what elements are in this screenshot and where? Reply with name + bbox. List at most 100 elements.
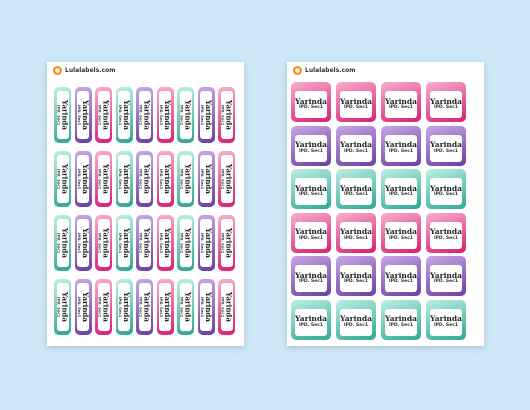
name-label: Yarinda IPD. Sec1	[74, 87, 92, 143]
label-name: Yarinda	[430, 183, 462, 193]
brand: Lulalabels.com	[53, 66, 116, 75]
name-label: Yarinda IPD. Sec1	[156, 87, 174, 143]
label-name: Yarinda	[183, 164, 193, 194]
name-label: Yarinda IPD. Sec1	[115, 87, 133, 143]
label-subtext: IPD. Sec1	[343, 322, 369, 328]
label-name: Yarinda	[80, 292, 90, 322]
name-label: Yarinda IPD. Sec1	[115, 279, 133, 335]
label-subtext: IPD. Sec1	[117, 104, 123, 126]
label-subtext: IPD. Sec1	[199, 296, 205, 318]
label-name: Yarinda	[60, 228, 70, 258]
label-name: Yarinda	[121, 100, 131, 130]
name-label: Yarinda IPD. Sec1	[136, 215, 153, 271]
name-label: Yarinda IPD. Sec1	[426, 256, 466, 296]
name-label: Yarinda IPD. Sec1	[336, 125, 376, 166]
square-label-grid: Yarinda IPD. Sec1 Yarinda IPD. Sec1 Yarinda I…	[291, 82, 466, 340]
label-subtext: IPD. Sec1	[138, 232, 144, 254]
label-name: Yarinda	[60, 164, 70, 194]
label-subtext: IPD. Sec1	[298, 235, 324, 241]
name-label: Yarinda IPD. Sec1	[291, 82, 331, 122]
name-label: Yarinda IPD. Sec1	[74, 279, 92, 335]
name-label: Yarinda IPD. Sec1	[197, 87, 215, 143]
name-label: Yarinda IPD. Sec1	[336, 82, 376, 122]
label-name: Yarinda	[340, 183, 372, 193]
label-name: Yarinda	[121, 228, 131, 258]
label-subtext: IPD. Sec1	[97, 104, 103, 126]
label-subtext: IPD. Sec1	[138, 104, 144, 126]
name-label: Yarinda IPD. Sec1	[336, 256, 376, 296]
label-subtext: IPD. Sec1	[388, 322, 414, 328]
label-subtext: IPD. Sec1	[179, 104, 185, 126]
label-name: Yarinda	[224, 100, 234, 130]
label-subtext: IPD. Sec1	[298, 148, 324, 154]
name-label: Yarinda IPD. Sec1	[381, 125, 421, 166]
label-name: Yarinda	[224, 292, 234, 322]
label-name: Yarinda	[162, 228, 172, 258]
label-name: Yarinda	[203, 228, 213, 258]
label-name: Yarinda	[101, 228, 111, 258]
label-sheet-square: Lulalabels.com Yarinda IPD. Sec1 Yarinda IP…	[287, 62, 484, 346]
label-subtext: IPD. Sec1	[56, 168, 62, 190]
label-name: Yarinda	[340, 140, 372, 150]
vertical-label-grid: Yarinda IPD. Sec1 Yarinda IPD. Sec1 Yarinda I…	[54, 87, 235, 335]
name-label: Yarinda IPD. Sec1	[426, 125, 466, 166]
label-subtext: IPD. Sec1	[343, 105, 369, 111]
label-subtext: IPD. Sec1	[199, 168, 205, 190]
name-label: Yarinda IPD. Sec1	[197, 215, 215, 271]
name-label: Yarinda IPD. Sec1	[218, 215, 235, 271]
label-name: Yarinda	[142, 228, 152, 258]
name-label: Yarinda IPD. Sec1	[218, 151, 235, 207]
name-label: Yarinda IPD. Sec1	[54, 87, 71, 143]
label-name: Yarinda	[340, 227, 372, 237]
label-name: Yarinda	[60, 100, 70, 130]
label-subtext: IPD. Sec1	[433, 322, 459, 328]
name-label: Yarinda IPD. Sec1	[197, 151, 215, 207]
label-subtext: IPD. Sec1	[56, 296, 62, 318]
label-subtext: IPD. Sec1	[388, 148, 414, 154]
label-subtext: IPD. Sec1	[199, 232, 205, 254]
label-name: Yarinda	[183, 100, 193, 130]
name-label: Yarinda IPD. Sec1	[54, 151, 71, 207]
label-subtext: IPD. Sec1	[158, 168, 164, 190]
name-label: Yarinda IPD. Sec1	[336, 212, 376, 253]
label-subtext: IPD. Sec1	[433, 279, 459, 285]
brand-text: Lulalabels.com	[305, 67, 356, 74]
label-subtext: IPD. Sec1	[158, 296, 164, 318]
label-subtext: IPD. Sec1	[343, 279, 369, 285]
label-subtext: IPD. Sec1	[298, 105, 324, 111]
label-subtext: IPD. Sec1	[199, 104, 205, 126]
label-subtext: IPD. Sec1	[179, 168, 185, 190]
label-subtext: IPD. Sec1	[158, 232, 164, 254]
label-name: Yarinda	[385, 314, 417, 324]
label-name: Yarinda	[385, 227, 417, 237]
label-name: Yarinda	[80, 228, 90, 258]
name-label: Yarinda IPD. Sec1	[156, 215, 174, 271]
label-subtext: IPD. Sec1	[76, 168, 82, 190]
name-label: Yarinda IPD. Sec1	[115, 215, 133, 271]
label-subtext: IPD. Sec1	[97, 232, 103, 254]
label-name: Yarinda	[430, 140, 462, 150]
label-name: Yarinda	[385, 140, 417, 150]
label-subtext: IPD. Sec1	[97, 168, 103, 190]
label-subtext: IPD. Sec1	[56, 232, 62, 254]
label-subtext: IPD. Sec1	[433, 105, 459, 111]
label-subtext: IPD. Sec1	[433, 148, 459, 154]
label-subtext: IPD. Sec1	[117, 296, 123, 318]
name-label: Yarinda IPD. Sec1	[95, 215, 112, 271]
label-name: Yarinda	[162, 100, 172, 130]
name-label: Yarinda IPD. Sec1	[381, 299, 421, 340]
label-name: Yarinda	[60, 292, 70, 322]
name-label: Yarinda IPD. Sec1	[381, 169, 421, 209]
label-subtext: IPD. Sec1	[343, 192, 369, 198]
label-name: Yarinda	[203, 292, 213, 322]
name-label: Yarinda IPD. Sec1	[291, 299, 331, 340]
label-name: Yarinda	[430, 96, 462, 106]
name-label: Yarinda IPD. Sec1	[177, 279, 194, 335]
label-name: Yarinda	[142, 164, 152, 194]
label-name: Yarinda	[162, 292, 172, 322]
label-subtext: IPD. Sec1	[138, 168, 144, 190]
name-label: Yarinda IPD. Sec1	[177, 215, 194, 271]
label-subtext: IPD. Sec1	[56, 104, 62, 126]
name-label: Yarinda IPD. Sec1	[426, 212, 466, 253]
name-label: Yarinda IPD. Sec1	[218, 87, 235, 143]
